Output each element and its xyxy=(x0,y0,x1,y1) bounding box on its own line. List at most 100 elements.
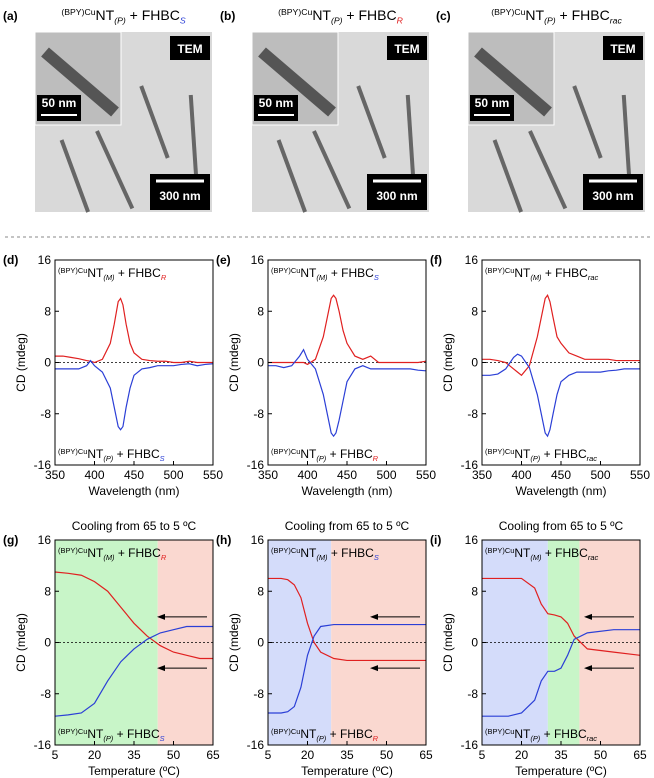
series-line xyxy=(482,629,640,717)
formula-main: NT xyxy=(514,546,531,560)
x-tick-label: 20 xyxy=(515,748,529,762)
formula-main: NT xyxy=(96,7,115,23)
y-tick-label: 8 xyxy=(44,304,51,318)
y-tick-label: 8 xyxy=(44,584,51,598)
series-line xyxy=(268,294,427,366)
y-tick-label: 16 xyxy=(465,253,479,267)
x-axis-label: Wavelength (nm) xyxy=(516,484,607,498)
y-tick-label: 0 xyxy=(44,636,51,650)
formula-sub: (P) xyxy=(114,16,126,26)
x-tick-label: 350 xyxy=(472,468,492,482)
badge-bg xyxy=(603,36,643,60)
y-axis-label: CD (mdeg) xyxy=(441,333,455,392)
formula-sub2: rac xyxy=(588,553,599,562)
y-tick-label: 8 xyxy=(471,304,478,318)
y-tick-label: -16 xyxy=(247,738,265,752)
formula-sub2: S xyxy=(374,273,379,282)
formula-sub2: R xyxy=(373,454,379,463)
formula-sub2: rac xyxy=(587,734,598,743)
formula-sup: (BPY)Cu xyxy=(278,7,312,17)
x-tick-label: 65 xyxy=(206,748,220,762)
y-tick-label: -8 xyxy=(253,407,264,421)
badge: TEM xyxy=(610,42,635,56)
x-tick-label: 50 xyxy=(380,748,394,762)
y-tick-label: 16 xyxy=(38,253,52,267)
formula-label: (BPY)CuNT(P) + FHBCS xyxy=(58,447,165,463)
scale: 300 nm xyxy=(592,189,633,203)
x-tick-label: 350 xyxy=(45,468,65,482)
x-tick-label: 550 xyxy=(630,468,650,482)
y-axis-label: CD (mdeg) xyxy=(227,613,241,672)
y-tick-label: 0 xyxy=(471,636,478,650)
tem-rod xyxy=(572,85,603,159)
y-tick-label: -8 xyxy=(40,407,51,421)
formula-sub: (M) xyxy=(530,553,542,562)
formula-sub: (P) xyxy=(103,454,113,463)
formula-sub: (P) xyxy=(530,734,540,743)
formula-label: (BPY)CuNT(P) + FHBCR xyxy=(271,727,379,743)
formula-sub2: rac xyxy=(610,16,623,26)
panel-label: (i) xyxy=(430,533,441,547)
series-line xyxy=(482,293,640,377)
formula-sub: (P) xyxy=(544,16,556,26)
formula-sub2: S xyxy=(160,454,165,463)
panel-label: (g) xyxy=(3,533,18,547)
chart-title: Cooling from 65 to 5 ºC xyxy=(499,519,624,533)
formula-label: (BPY)CuNT(P) + FHBCR xyxy=(271,447,379,463)
formula-sub2: R xyxy=(373,734,379,743)
formula-main: NT xyxy=(300,727,317,741)
y-tick-label: 16 xyxy=(251,253,265,267)
arrow-head xyxy=(157,665,165,672)
y-tick-label: -16 xyxy=(34,738,52,752)
formula-main2: + FHBC xyxy=(556,7,610,23)
formula-label: (BPY)CuNT(M) + FHBCS xyxy=(271,546,379,562)
x-axis-label: Temperature (ºC) xyxy=(88,764,180,778)
panel-label: (h) xyxy=(216,533,231,547)
panel-label: (b) xyxy=(220,9,235,23)
inset-scale-bg xyxy=(254,95,298,121)
formula-sup: (BPY)Cu xyxy=(271,266,300,275)
x-axis-label: Wavelength (nm) xyxy=(89,484,180,498)
series-line xyxy=(55,297,213,364)
formula-sup: (BPY)Cu xyxy=(485,546,514,555)
panel-label: (f) xyxy=(430,253,442,267)
y-tick-label: -8 xyxy=(253,687,264,701)
formula-sup: (BPY)Cu xyxy=(58,727,87,736)
formula-sub2: R xyxy=(161,273,167,282)
formula-sup: (BPY)Cu xyxy=(58,266,87,275)
arrow-head xyxy=(370,665,378,672)
formula-sup: (BPY)Cu xyxy=(485,266,514,275)
formula-main: NT xyxy=(514,447,531,461)
formula-main2: + FHBC xyxy=(343,7,397,23)
formula-sub2: R xyxy=(161,553,167,562)
formula-sub2: S xyxy=(180,16,186,26)
formula-sup: (BPY)Cu xyxy=(58,447,87,456)
badge: TEM xyxy=(177,42,202,56)
x-tick-label: 450 xyxy=(124,468,144,482)
x-tick-label: 350 xyxy=(258,468,278,482)
x-tick-label: 500 xyxy=(376,468,396,482)
x-tick-label: 50 xyxy=(594,748,608,762)
formula-main: NT xyxy=(300,546,317,560)
y-axis-label: CD (mdeg) xyxy=(227,333,241,392)
formula-main2: + FHBC xyxy=(542,266,589,280)
formula-sub2: S xyxy=(374,553,379,562)
formula-main: NT xyxy=(87,727,104,741)
y-tick-label: 8 xyxy=(257,304,264,318)
x-tick-label: 20 xyxy=(301,748,315,762)
formula-main2: + FHBC xyxy=(115,266,162,280)
formula-label: (BPY)CuNT(P) + FHBCrac xyxy=(491,7,622,26)
x-tick-label: 500 xyxy=(163,468,183,482)
y-axis-label: CD (mdeg) xyxy=(441,613,455,672)
formula-main2: + FHBC xyxy=(126,7,180,23)
x-tick-label: 450 xyxy=(551,468,571,482)
x-tick-label: 65 xyxy=(419,748,433,762)
y-tick-label: 16 xyxy=(251,533,265,547)
formula-sub: (M) xyxy=(316,553,328,562)
arrow-head xyxy=(157,613,165,620)
arrow-head xyxy=(584,613,592,620)
scale: 300 nm xyxy=(376,189,417,203)
arrow-head xyxy=(370,613,378,620)
x-axis-label: Wavelength (nm) xyxy=(302,484,393,498)
